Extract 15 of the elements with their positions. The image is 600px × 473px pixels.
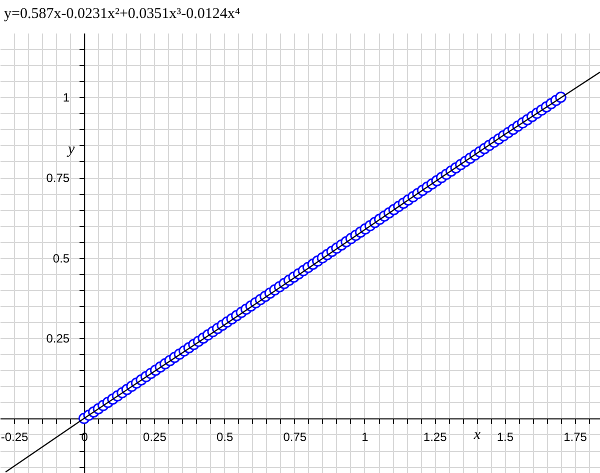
y-tick-label: 0.75 <box>46 171 70 186</box>
x-tick-label: 1.5 <box>496 430 514 444</box>
x-tick-label: 0.5 <box>216 430 234 444</box>
x-tick-label: 1.25 <box>423 430 448 444</box>
chart-title: y=0.587x-0.0231x²+0.0351x³-0.0124x⁴ <box>4 6 240 22</box>
x-tick-label: -0.25 <box>0 430 29 444</box>
y-tick-label: 0.25 <box>46 332 70 346</box>
y-tick-label: 0.5 <box>52 251 70 266</box>
x-tick-label: 1.75 <box>564 430 588 444</box>
x-tick-label: 0.75 <box>283 430 307 444</box>
x-tick-label: 0.25 <box>143 430 167 444</box>
x-tick-label: 1 <box>362 430 369 444</box>
x-axis-title: x <box>472 426 481 443</box>
y-tick-label: 1 <box>62 90 70 105</box>
y-axis-title: y <box>66 142 75 158</box>
